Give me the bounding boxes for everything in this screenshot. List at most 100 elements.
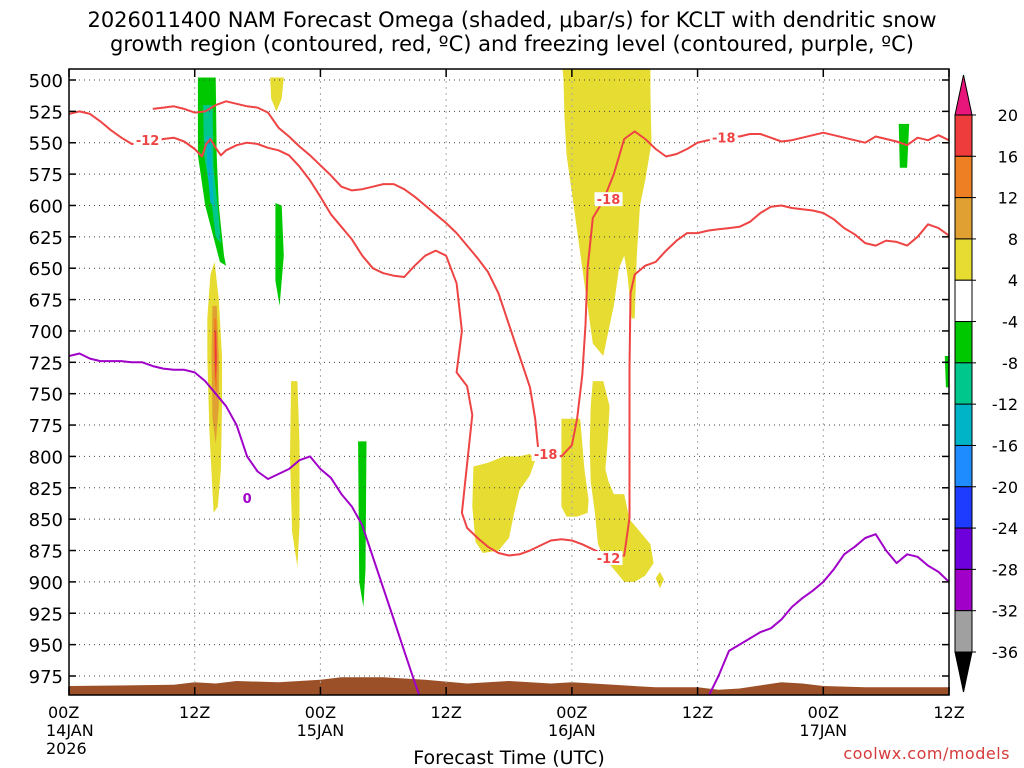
- contour-label-3: -18: [534, 448, 558, 463]
- colorbar-label-10: -24: [992, 519, 1018, 538]
- source-credit: coolwx.com/models: [843, 744, 1010, 763]
- plot-frame: [68, 68, 950, 696]
- xtick-label-24-1: 00Z: [305, 703, 336, 722]
- colorbar-top-arrow: [954, 74, 973, 116]
- ytick-label-925: 925: [29, 604, 63, 625]
- ytick-label-850: 850: [29, 510, 63, 531]
- xtick-label-48-1: 00Z: [556, 703, 587, 722]
- omega-region-11: [214, 330, 217, 382]
- colorbar-band-6: [954, 321, 973, 364]
- contour-2: [69, 352, 421, 695]
- ytick-label-975: 975: [29, 667, 63, 688]
- omega-region-2: [206, 136, 214, 206]
- xtick-label-48-2: 16JAN: [548, 721, 596, 740]
- contour-layer: [69, 100, 949, 695]
- colorbar-label-4: 4: [1008, 271, 1018, 290]
- omega-region-5: [898, 123, 910, 168]
- omega-region-17: [655, 571, 664, 589]
- ytick-label-675: 675: [29, 291, 63, 312]
- omega-region-3: [275, 203, 284, 306]
- xtick-label-0-2: 14JAN: [46, 721, 94, 740]
- xtick-label-72-2: 17JAN: [799, 721, 847, 740]
- colorbar-band-13: [954, 610, 973, 653]
- xtick-label-24-2: 15JAN: [297, 721, 345, 740]
- contour-label-1: -18: [712, 132, 736, 147]
- ytick-label-950: 950: [29, 636, 63, 657]
- colorbar: 20 16 12 8 4 -4 -8 -12 -16 -20 -24 -28 -32 -36: [954, 74, 1018, 693]
- colorbar-band-11: [954, 527, 973, 570]
- omega-region-15: [561, 418, 589, 517]
- contour-label-2: -18: [597, 193, 621, 208]
- colorbar-label-8: -16: [992, 436, 1018, 455]
- ytick-label-525: 525: [29, 102, 63, 123]
- colorbar-label-12: -32: [992, 602, 1018, 621]
- colorbar-label-11: -28: [992, 560, 1018, 579]
- ytick-label-650: 650: [29, 259, 63, 280]
- omega-region-12: [290, 381, 300, 567]
- xtick-label-0-3: 2026: [46, 739, 87, 758]
- contour-label-5: 0: [243, 492, 252, 507]
- contour-label-bg-3: [531, 446, 560, 461]
- omega-region-6: [944, 356, 949, 388]
- ytick-label-800: 800: [29, 447, 63, 468]
- ytick-label-550: 550: [29, 134, 63, 155]
- contour-label-bg-4: [594, 551, 623, 566]
- colorbar-label-2: 12: [998, 189, 1018, 208]
- grid-layer: [69, 69, 949, 695]
- omega-region-7: [270, 77, 284, 112]
- xtick-label-36-1: 12Z: [430, 703, 461, 722]
- colorbar-band-1: [954, 114, 973, 157]
- colorbar-label-13: -36: [992, 643, 1018, 662]
- contour-label-bg-1: [709, 130, 738, 145]
- colorbar-label-9: -20: [992, 478, 1018, 497]
- ytick-label-600: 600: [29, 196, 63, 217]
- contour-0: [69, 110, 949, 558]
- contour-label-bg-2: [594, 192, 623, 207]
- colorbar-bottom-arrow: [954, 651, 973, 693]
- ytick-label-575: 575: [29, 165, 63, 186]
- y-axis: 500 525 550 575 600 625 650 675 700 725 750 775 800 8…: [29, 71, 949, 688]
- colorbar-label-3: 8: [1008, 230, 1018, 249]
- colorbar-band-9: [954, 444, 973, 488]
- omega-region-16: [589, 381, 654, 582]
- xtick-label-60-1: 12Z: [682, 703, 713, 722]
- xtick-label-84-1: 12Z: [933, 703, 964, 722]
- colorbar-band-8: [954, 403, 973, 446]
- ytick-label-775: 775: [29, 416, 63, 437]
- contour-label-layer: -12 -18 -18 -18 -12 0: [133, 130, 738, 567]
- contour-1: [152, 100, 949, 458]
- ytick-label-875: 875: [29, 542, 63, 563]
- contour-label-0: -12: [136, 134, 160, 149]
- xtick-label-12-1: 12Z: [179, 703, 210, 722]
- ground-terrain: [69, 677, 949, 695]
- colorbar-label-1: 16: [998, 147, 1018, 166]
- colorbar-label-0: 20: [998, 106, 1018, 125]
- ytick-label-500: 500: [29, 71, 63, 92]
- colorbar-band-2: [954, 155, 973, 199]
- colorbar-band-5: [954, 279, 973, 323]
- chart-title-line-2: growth region (contoured, red, ºC) and f…: [110, 32, 914, 56]
- contour-label-4: -12: [597, 552, 621, 567]
- colorbar-label-7: -12: [992, 395, 1018, 414]
- x-axis-label: Forecast Time (UTC): [413, 747, 604, 768]
- contour-3: [708, 533, 949, 695]
- ytick-label-725: 725: [29, 353, 63, 374]
- contour-label-bg-5: [241, 490, 254, 505]
- omega-region-14: [562, 69, 652, 356]
- xtick-label-0-1: 00Z: [48, 703, 79, 722]
- omega-region-13: [472, 453, 536, 553]
- ytick-label-750: 750: [29, 385, 63, 406]
- colorbar-band-3: [954, 197, 973, 240]
- colorbar-label-5: -4: [1002, 313, 1018, 332]
- colorbar-band-10: [954, 486, 973, 529]
- contour-label-bg-0: [133, 133, 162, 148]
- colorbar-band-7: [954, 362, 973, 405]
- ytick-label-625: 625: [29, 228, 63, 249]
- ytick-label-700: 700: [29, 322, 63, 343]
- ytick-label-825: 825: [29, 479, 63, 500]
- chart-title-line-1: 2026011400 NAM Forecast Omega (shaded, μ…: [87, 8, 937, 32]
- colorbar-band-4: [954, 238, 973, 281]
- colorbar-label-6: -8: [1002, 354, 1018, 373]
